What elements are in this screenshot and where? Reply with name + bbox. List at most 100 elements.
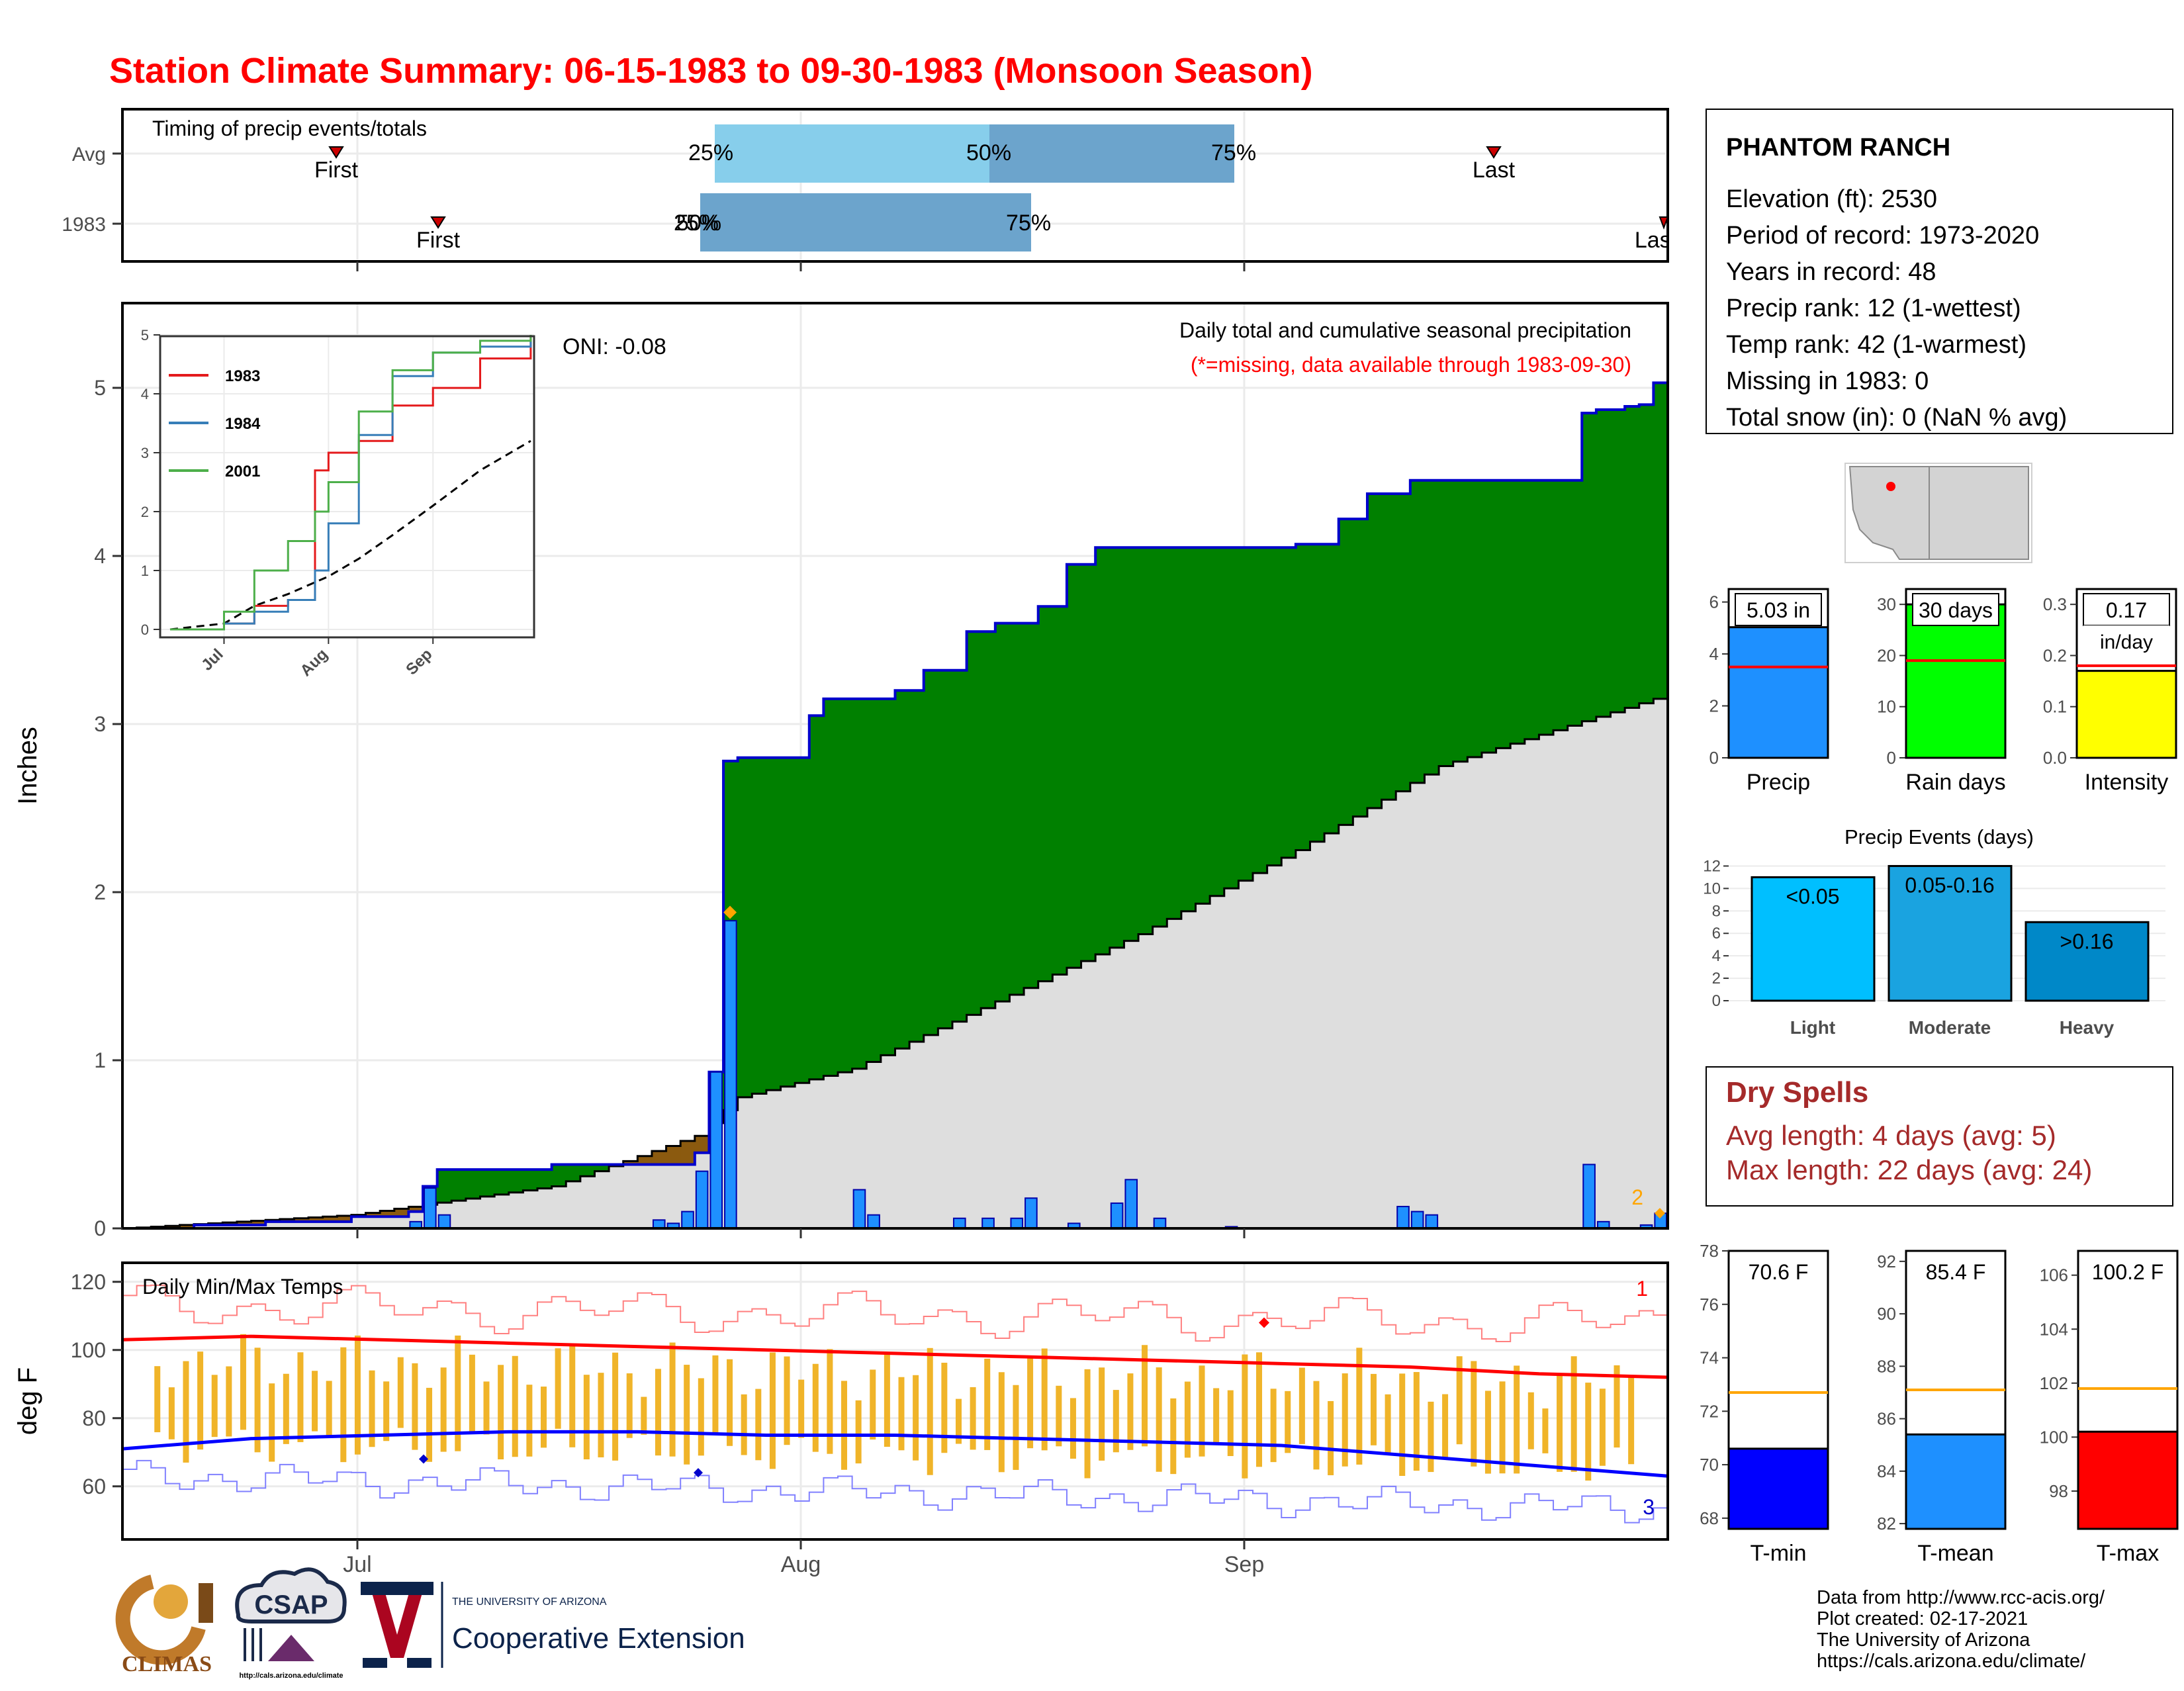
normal-fill-day: [880, 1055, 896, 1228]
daily-precip-bar: [1582, 1164, 1596, 1229]
surplus-fill-day: [594, 1164, 610, 1171]
daily-temp-bar: [1184, 1381, 1191, 1458]
mini-temp-value-text: 85.4 F: [1926, 1260, 1986, 1284]
mini-value-box: [1735, 593, 1822, 626]
deficit-fill-day: [236, 1221, 252, 1225]
daily-temp-bar: [168, 1387, 175, 1440]
mini-value-bar-T-mean: [1905, 1433, 2007, 1530]
avg-last-label: Last: [1473, 158, 1516, 183]
surplus-fill-day: [1124, 547, 1139, 941]
daily-temp-bar: [1542, 1408, 1549, 1453]
daily-temp-bar: [1013, 1385, 1019, 1470]
mini-y-tick-label: 2: [1709, 696, 1719, 716]
inset-frame: [159, 335, 535, 639]
daily-precip-bar: [981, 1217, 995, 1230]
daily-precip-bar: [1010, 1217, 1024, 1230]
main-panel-subtitle: (*=missing, data available through 1983-…: [1191, 353, 1631, 377]
mini-y-tick-label: 76: [1700, 1295, 1719, 1314]
dry-spells-title: Dry Spells: [1726, 1076, 1868, 1109]
normal-fill-day: [1510, 743, 1525, 1228]
daily-precip-bar: [695, 1170, 709, 1230]
main-y-tick-label: 0: [94, 1216, 106, 1240]
surplus-fill-day: [1524, 480, 1540, 739]
mini-value-text2: in/day: [2100, 631, 2153, 653]
normal-fill-day: [1167, 919, 1182, 1228]
normal-fill-day: [1653, 698, 1668, 1228]
daily-temp-bar: [1370, 1373, 1377, 1445]
mini-y-tick-label: 78: [1700, 1241, 1719, 1261]
mini-y-tick-label: 0: [1887, 748, 1896, 768]
mini-temp-value-text: 70.6 F: [1749, 1260, 1809, 1284]
daily-temp-bar: [1199, 1365, 1205, 1457]
mini-y-tick-label: 0.2: [2043, 645, 2067, 665]
normal-fill-day: [666, 1164, 681, 1228]
mini-value-box: [2083, 593, 2170, 626]
normal-fill-day: [508, 1192, 523, 1228]
events-y-tick-label: 4: [1712, 947, 1721, 965]
record-high-marker: [1259, 1317, 1269, 1328]
daily-temp-bar: [798, 1379, 805, 1438]
mini-y-tick-label: 30: [1877, 594, 1896, 614]
precip-events-panel: Precip Events (days) 0 2 4 6 8 10 12 <0.05 Light…: [1703, 825, 2165, 1038]
tmax-average-line: [122, 1334, 1668, 1379]
surplus-fill-day: [780, 757, 796, 1087]
normal-fill-day: [752, 1093, 767, 1228]
mini-y-tick-label: 0.0: [2043, 748, 2067, 768]
daily-temp-bar: [369, 1370, 375, 1447]
mini-value-bar-Rain days: [1905, 603, 2007, 759]
surplus-fill-day: [1481, 480, 1497, 753]
mini-y-tick-label: 4: [1709, 644, 1719, 664]
daily-temp-bar: [1428, 1401, 1434, 1473]
mini-y-tick-label: 10: [1877, 697, 1896, 717]
mini-value-bar-Precip: [1727, 626, 1829, 759]
normal-fill-day: [1396, 791, 1411, 1228]
surplus-fill-day: [752, 757, 767, 1094]
surplus-fill-day: [566, 1164, 581, 1181]
daily-temp-bar: [1227, 1390, 1234, 1457]
daily-temp-bar: [154, 1366, 161, 1433]
season-bar-precip: 0 2 4 6 Precip 5.03 in: [1709, 588, 1829, 795]
mini-panel-label: T-mean: [1917, 1541, 1993, 1566]
last-daily-marker: [1655, 1208, 1665, 1219]
normal-fill-day: [451, 1201, 467, 1228]
logos: CLIMAS CSAP http://cals.arizona.edu/clim…: [115, 1567, 745, 1680]
timing-panel: Timing of precip events/totals Avg 1983 …: [62, 108, 1669, 271]
inset-legend-label-1983: 1983: [225, 367, 260, 385]
x-tick-sep: Sep: [1224, 1552, 1265, 1577]
daily-temp-bar: [555, 1348, 561, 1429]
mini-y-tick-label: 102: [2040, 1373, 2068, 1393]
year-first-label: First: [416, 228, 461, 253]
normal-fill-day: [1553, 730, 1569, 1228]
normal-fill-day: [1596, 716, 1612, 1228]
surplus-fill-day: [1424, 480, 1439, 775]
normal-fill-day: [594, 1171, 610, 1228]
normal-fill-day: [1524, 739, 1540, 1228]
mini-y-tick-label: 92: [1877, 1252, 1896, 1271]
normal-fill-day: [1439, 766, 1454, 1228]
daily-temp-bar: [669, 1342, 676, 1457]
record-low-line: [122, 1459, 1668, 1524]
daily-temp-bar: [1142, 1345, 1148, 1447]
mini-y-tick-label: 6: [1709, 592, 1719, 612]
surplus-fill-day: [909, 690, 925, 1042]
credit-university: The University of Arizona: [1817, 1629, 2030, 1651]
surplus-fill-day: [1453, 480, 1468, 762]
normal-fill-day: [1295, 850, 1311, 1228]
surplus-fill-day: [1181, 547, 1197, 911]
surplus-fill-day: [809, 715, 824, 1079]
deficit-fill-day: [308, 1217, 324, 1222]
surplus-fill-day: [1109, 547, 1125, 948]
normal-fill-day: [1009, 994, 1024, 1228]
normal-fill-day: [208, 1224, 223, 1228]
daily-temp-bar: [1342, 1373, 1348, 1467]
station-temp-rank: Temp rank: 42 (1-warmest): [1726, 331, 2026, 359]
station-info-box: PHANTOM RANCH Elevation (ft): 2530 Perio…: [1706, 109, 2173, 434]
daily-temp-bar: [812, 1363, 819, 1452]
temp-panel-frame: [121, 1261, 1669, 1541]
surplus-fill-day: [866, 698, 882, 1062]
mini-value-text: 5.03 in: [1747, 598, 1810, 622]
mini-y-tick-label: 0.1: [2043, 697, 2067, 717]
normal-fill-day: [1281, 858, 1297, 1228]
daily-precip-bar: [709, 1071, 723, 1230]
